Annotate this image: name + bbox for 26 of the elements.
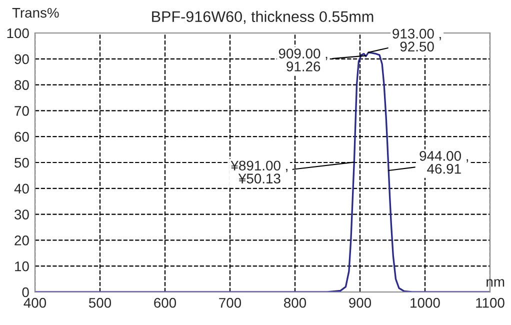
x-tick-label: 400 [24,298,46,308]
y-axis-title: Trans% [12,8,59,18]
y-tick-label: 20 [14,236,29,246]
x-tick-label: 600 [154,298,176,308]
y-tick-label: 10 [15,261,29,272]
y-tick-label: 50 [14,158,29,168]
y-tick-label: 70 [14,106,29,116]
x-tick-label: 500 [88,298,112,308]
annotation: 913.00 , 92.50 [392,28,441,52]
annotation: 909.00 , 91.26 [278,48,328,72]
y-tick-label: 40 [14,184,29,194]
chart-title: BPF-916W60, thickness 0.55mm [152,10,374,24]
y-tick-label: 30 [14,210,29,220]
x-tick-label: 800 [284,298,306,308]
y-tick-label: 90 [14,54,29,64]
annotation: 944.00 , 46.91 [420,150,468,174]
x-axis-title: nm [486,279,504,287]
x-tick-label: 1000 [410,298,440,308]
y-tick-label: 0 [22,287,29,298]
x-tick-label: 1100 [476,298,504,308]
y-tick-label: 60 [14,132,29,142]
y-tick-label: 80 [14,80,29,90]
y-tick-label: 100 [7,28,29,38]
annotation: ¥891.00 , ¥50.13 [230,160,288,184]
x-tick-label: 900 [349,298,372,308]
x-tick-label: 700 [219,298,242,308]
